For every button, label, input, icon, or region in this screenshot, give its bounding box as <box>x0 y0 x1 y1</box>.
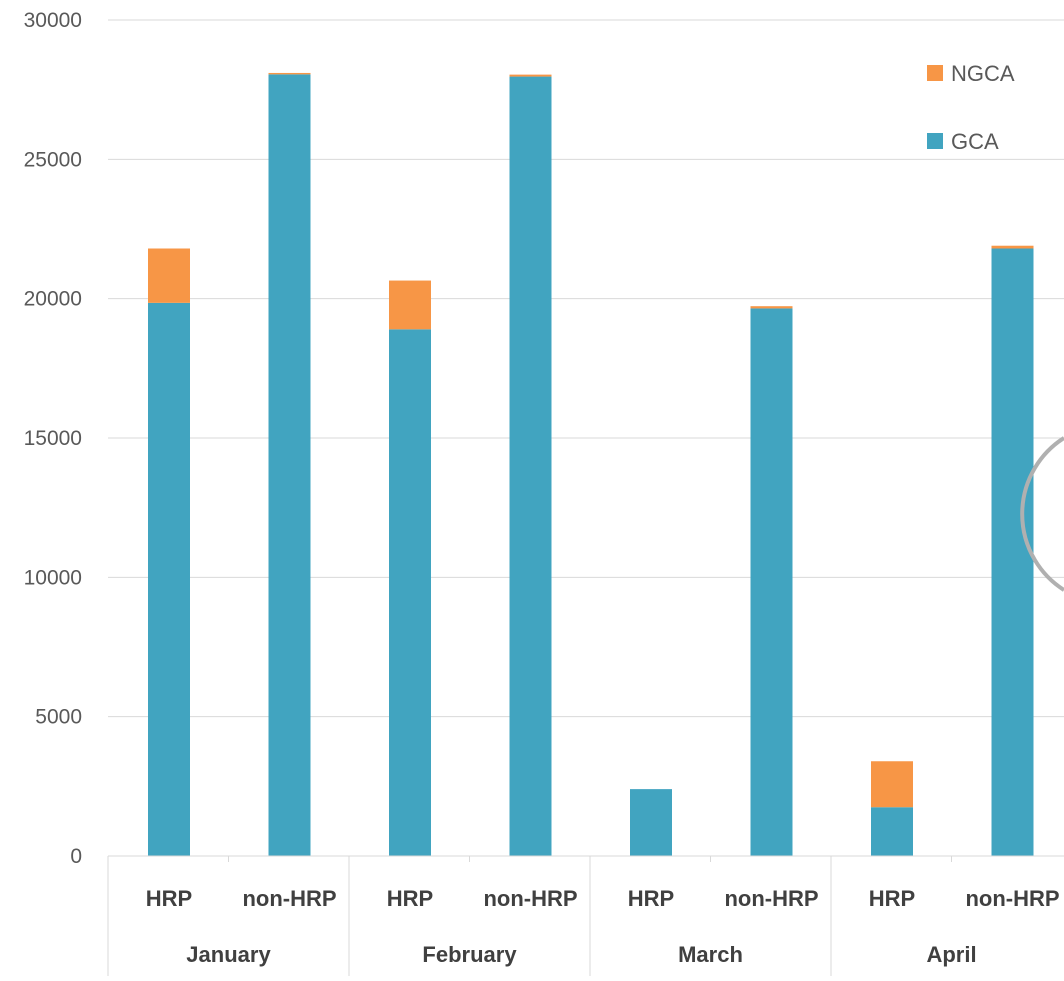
x-category-label: non-HRP <box>724 886 818 911</box>
x-category-label: non-HRP <box>965 886 1059 911</box>
bar-ngca-3 <box>509 74 552 77</box>
x-category-label: HRP <box>387 886 433 911</box>
legend: NGCA GCA <box>927 61 1064 592</box>
x-group-label: January <box>186 942 271 967</box>
bar-ngca-5 <box>750 306 793 309</box>
bar-gca-5 <box>750 308 793 856</box>
legend-label-ngca: NGCA <box>951 61 1015 86</box>
bar-ngca-0 <box>148 248 190 303</box>
bar-gca-3 <box>509 76 552 856</box>
x-group-label: April <box>926 942 976 967</box>
bar-gca-1 <box>268 74 311 857</box>
x-category-label: HRP <box>146 886 192 911</box>
legend-swatch-gca <box>927 133 943 149</box>
legend-label-gca: GCA <box>951 129 999 154</box>
bar-ngca-1 <box>268 72 311 75</box>
y-tick-label: 5000 <box>35 706 82 729</box>
y-tick-label: 10000 <box>24 566 82 589</box>
x-category-label: non-HRP <box>483 886 577 911</box>
x-group-label: February <box>422 942 517 967</box>
grid-layer <box>108 19 1064 718</box>
decorative-circle-fragment <box>1020 436 1064 592</box>
bar-gca-7 <box>991 248 1034 857</box>
x-category-label: HRP <box>869 886 915 911</box>
bar-layer <box>148 72 1034 857</box>
bar-gca-2 <box>389 329 431 856</box>
legend-swatch-ngca <box>927 65 943 81</box>
bar-gca-4 <box>630 789 672 856</box>
x-category-label: non-HRP <box>242 886 336 911</box>
x-group-label: March <box>678 942 743 967</box>
bar-gca-0 <box>148 302 190 856</box>
bar-gca-6 <box>871 807 913 856</box>
x-category-label: HRP <box>628 886 674 911</box>
y-tick-label: 30000 <box>24 9 82 32</box>
y-tick-label: 25000 <box>24 148 82 171</box>
bar-ngca-2 <box>389 280 431 330</box>
bar-ngca-6 <box>871 761 913 808</box>
axis-layer: 0 5000 10000 15000 20000 25000 30000 HRP non-HRP… <box>24 9 1064 976</box>
y-tick-label: 0 <box>70 845 82 868</box>
bar-ngca-7 <box>991 245 1034 249</box>
y-tick-label: 15000 <box>24 427 82 450</box>
y-tick-label: 20000 <box>24 288 82 311</box>
